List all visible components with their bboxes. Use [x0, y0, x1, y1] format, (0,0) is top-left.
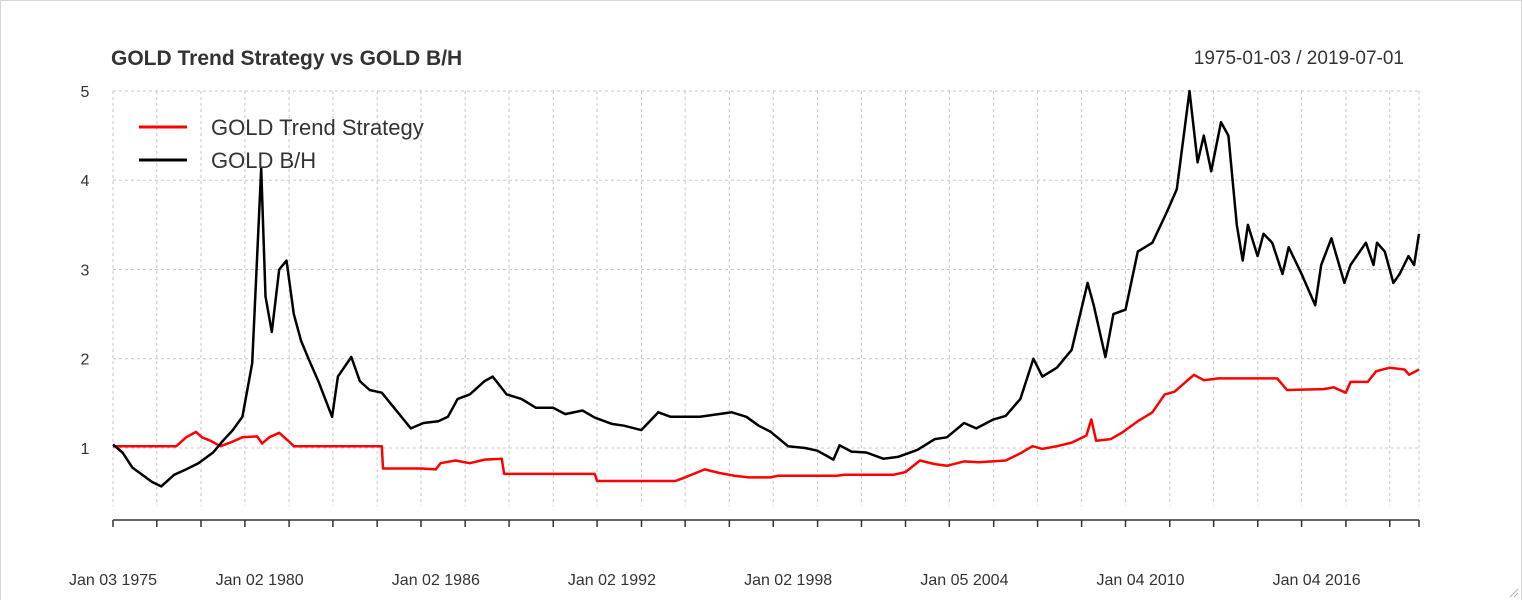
legend-label-0: GOLD Trend Strategy: [211, 115, 424, 140]
legend-label-1: GOLD B/H: [211, 148, 316, 173]
series-line-0: [113, 366, 1420, 483]
y-tick-label-1: 2: [81, 352, 90, 369]
y-tick-label-3: 4: [81, 173, 90, 190]
grid: [112, 90, 1420, 506]
series-line-1: [112, 89, 1421, 488]
y-tick-label-4: 5: [81, 84, 90, 101]
chart-title: GOLD Trend Strategy vs GOLD B/H: [111, 47, 462, 70]
x-tick-label-6: Jan 04 2010: [1096, 572, 1184, 589]
y-tick-label-0: 1: [81, 441, 90, 458]
x-tick-label-7: Jan 04 2016: [1273, 572, 1361, 589]
series-lines: [112, 89, 1421, 488]
x-tick-label-5: Jan 05 2004: [920, 572, 1008, 589]
resize-grip-icon[interactable]: [1507, 586, 1519, 598]
x-tick-label-2: Jan 02 1986: [392, 572, 480, 589]
legend: GOLD Trend Strategy GOLD B/H: [139, 115, 424, 173]
x-tick-label-4: Jan 02 1998: [744, 572, 832, 589]
x-tick-label-0: Jan 03 1975: [69, 572, 157, 589]
x-tick-label-3: Jan 02 1992: [568, 572, 656, 589]
date-range-label: 1975-01-03 / 2019-07-01: [1194, 48, 1404, 69]
x-axis: Jan 03 1975 Jan 02 1980 Jan 02 1986 Jan 02 …: [69, 519, 1420, 589]
x-tick-label-1: Jan 02 1980: [216, 572, 304, 589]
y-axis: 1 2 3 4 5: [81, 84, 90, 458]
y-tick-label-2: 3: [81, 262, 90, 279]
